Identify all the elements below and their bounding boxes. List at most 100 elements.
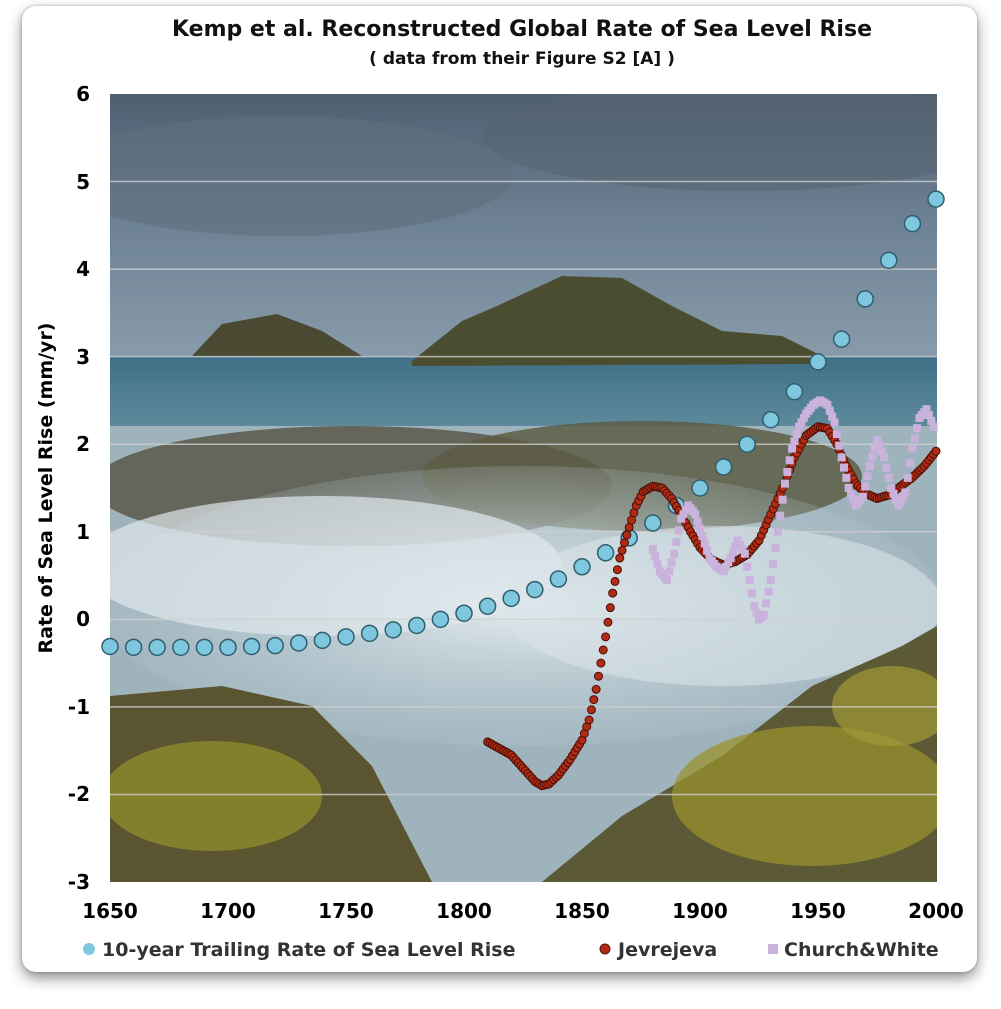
church-white-point [830, 418, 839, 427]
trailing-rate-point [785, 382, 804, 401]
jevrejeva-point [603, 617, 613, 627]
trailing-rate-point [832, 330, 851, 348]
church-white-point [788, 444, 797, 453]
church-white-point [795, 422, 804, 431]
jevrejeva-point [586, 705, 596, 715]
church-white-point [842, 473, 851, 482]
church-white-point [759, 610, 768, 619]
church-white-point [884, 473, 893, 482]
trailing-rate-point [384, 621, 402, 639]
church-white-point [847, 489, 856, 498]
x-tick-label: 1750 [318, 899, 374, 923]
church-white-point [679, 510, 688, 519]
legend-swatch-church-white [768, 944, 778, 954]
legend-swatch-jevrejeva [599, 943, 611, 955]
church-white-point [894, 501, 903, 510]
jevrejeva-point [615, 553, 625, 563]
church-white-point [799, 413, 808, 422]
jevrejeva-point [627, 515, 637, 525]
church-white-point [698, 532, 707, 541]
church-white-point [740, 549, 749, 558]
legend-label: Jevrejeva [616, 939, 717, 961]
church-white-point [785, 456, 794, 465]
church-white-point [771, 543, 780, 552]
church-white-point [865, 462, 874, 471]
church-white-point [769, 559, 778, 568]
church-white-point [780, 479, 789, 488]
church-white-point [743, 562, 752, 571]
y-tick-label: 4 [76, 257, 90, 281]
church-white-point [691, 510, 700, 519]
trailing-rate-point [266, 636, 284, 655]
church-white-point [863, 472, 872, 481]
trailing-rate-point [714, 458, 733, 476]
trailing-rate-point [101, 637, 119, 656]
y-tick-label: -2 [68, 782, 90, 806]
trailing-rate-point [124, 638, 143, 657]
church-white-point [898, 492, 907, 501]
data-marks [101, 190, 945, 791]
church-white-point [667, 558, 676, 567]
church-white-point [724, 558, 733, 567]
church-white-point [648, 545, 657, 554]
jevrejeva-point [598, 645, 608, 655]
trailing-rate-point [195, 638, 214, 657]
trailing-rate-point [455, 604, 473, 622]
church-white-point [877, 447, 886, 456]
church-white-point [861, 482, 870, 491]
church-white-point [738, 545, 747, 554]
church-white-point [792, 430, 801, 439]
church-white-point [700, 539, 709, 548]
jevrejeva-point [608, 588, 618, 598]
legend-label: 10-year Trailing Rate of Sea Level Rise [102, 939, 515, 961]
church-white-point [766, 575, 775, 584]
jevrejeva-point [605, 603, 615, 613]
church-white-point [839, 463, 848, 472]
y-tick-label: 3 [76, 345, 90, 369]
trailing-rate-point [148, 638, 166, 657]
church-white-point [924, 411, 933, 420]
church-white-point [776, 511, 785, 520]
church-white-point [832, 430, 841, 439]
jevrejeva-point [594, 671, 604, 681]
church-white-point [729, 548, 738, 557]
trailing-rate-point [573, 558, 591, 576]
church-white-point [773, 527, 782, 536]
church-white-point [849, 495, 858, 504]
trailing-rate-point [313, 631, 332, 650]
church-white-point [870, 444, 879, 453]
church-white-point [745, 575, 754, 584]
church-white-point [703, 546, 712, 555]
jevrejeva-point [622, 530, 632, 540]
church-white-point [778, 495, 787, 504]
x-tick-label: 1650 [82, 899, 138, 923]
church-white-point [913, 424, 922, 433]
chart-frame: Kemp et al. Reconstructed Global Rate of… [22, 6, 977, 972]
legend: 10-year Trailing Rate of Sea Level Rise … [83, 939, 939, 961]
church-white-point [825, 406, 834, 415]
church-white-point [731, 542, 740, 551]
church-white-point [891, 495, 900, 504]
church-white-point [906, 459, 915, 468]
church-white-point [908, 444, 917, 453]
church-white-point [752, 608, 761, 617]
jevrejeva-point [617, 545, 627, 555]
church-white-point [762, 599, 771, 608]
church-white-point [681, 505, 690, 514]
church-white-point [719, 567, 728, 576]
trailing-rate-point [644, 514, 662, 532]
church-white-point [929, 422, 938, 431]
trailing-rate-point [242, 637, 261, 656]
church-white-point [882, 463, 891, 472]
church-white-point [797, 418, 806, 427]
y-tick-label: 2 [76, 432, 90, 456]
jevrejeva-point [591, 684, 601, 694]
church-white-point [670, 549, 679, 558]
church-white-point [665, 567, 674, 576]
jevrejeva-point [589, 695, 599, 705]
y-tick-labels: -3 -2 -1 0 1 2 3 4 5 6 [68, 82, 90, 894]
church-white-point [696, 524, 704, 533]
chart-subtitle: ( data from their Figure S2 [A] ) [369, 49, 675, 69]
church-white-point [922, 405, 931, 414]
x-tick-label: 1800 [436, 899, 492, 923]
